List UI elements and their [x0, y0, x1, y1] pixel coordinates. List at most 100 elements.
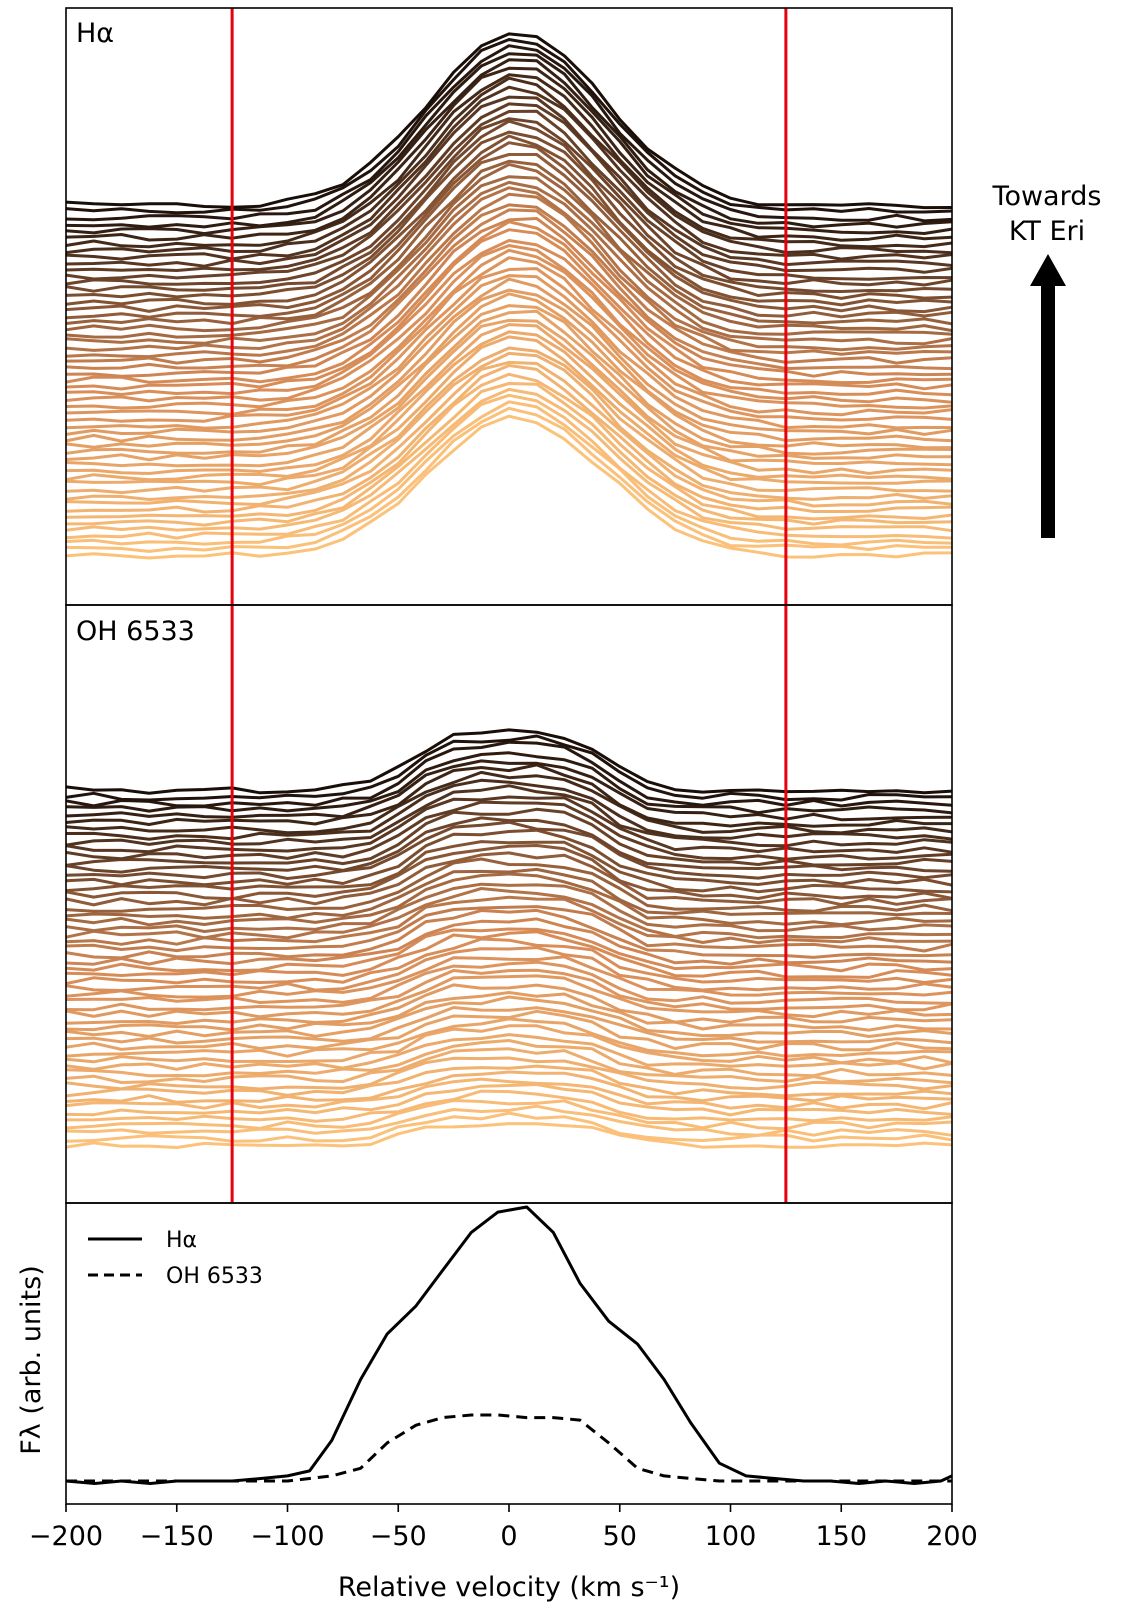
spectrum-line: [65, 991, 953, 1032]
spectrum-line: [65, 857, 953, 913]
spectrum-line: [65, 346, 953, 495]
direction-annotation: Towards KT Eri: [992, 181, 1102, 538]
spectrum-line: [65, 1047, 953, 1085]
spectrum-line: [65, 937, 953, 986]
spectrum-line: [65, 85, 953, 261]
spectrum-line: [65, 95, 953, 268]
spectrum-line: [65, 740, 953, 808]
spectrum-line: [65, 372, 953, 521]
spectrum-line: [65, 1122, 953, 1149]
oh-panel-label: OH 6533: [76, 616, 195, 647]
x-tick-label: 150: [815, 1521, 867, 1552]
spectrum-line: [65, 304, 953, 456]
spectrum-line: [65, 318, 953, 468]
oh-panel: OH 6533: [65, 604, 953, 1204]
legend-label-halpha: Hα: [166, 1228, 197, 1253]
spectrum-line: [65, 1077, 953, 1111]
spectrum-line: [65, 102, 953, 274]
spectrum-line: [65, 1083, 953, 1117]
spectrum-line: [65, 1104, 953, 1137]
spectrum-line: [65, 387, 953, 533]
spectrum-line: [65, 44, 953, 223]
spectrum-line: [65, 244, 953, 404]
spectrum-line: [65, 759, 953, 822]
arrow-head: [1030, 254, 1066, 286]
spectrum-line: [65, 917, 953, 966]
spectrum-line: [65, 778, 953, 841]
spectrum-line: [65, 134, 953, 307]
spectrum-line: [65, 930, 953, 979]
spectrum-line: [65, 228, 953, 391]
spectrum-line: [65, 807, 953, 867]
spectrum-line: [65, 239, 953, 397]
spectrum-line: [65, 393, 953, 540]
annotation-line-1: Towards: [992, 181, 1102, 212]
spectrum-line: [65, 1033, 953, 1071]
x-tick-label: −200: [29, 1521, 103, 1552]
halpha-panel: Hα: [65, 7, 953, 606]
profile-panel-frame: [65, 1202, 953, 1505]
spectrum-line: [65, 180, 953, 346]
spectrum-line: [65, 974, 953, 1019]
spectrum-line: [65, 816, 953, 874]
y-axis-label: Fλ (arb. units): [16, 1265, 47, 1455]
spectrum-line: [65, 828, 953, 887]
spectrum-line: [65, 360, 953, 508]
spectrum-line: [65, 887, 953, 940]
oh-spectra-series: [65, 728, 953, 1149]
spectrum-line: [65, 763, 952, 828]
spectrum-line: [65, 946, 953, 992]
spectrum-line: [65, 274, 953, 430]
spectrum-line: [65, 983, 953, 1025]
x-axis-ticks: −200 −150 −100 −50 0 50 100 150 200: [29, 1504, 978, 1552]
spectrum-line: [65, 734, 953, 802]
spectrum-line: [65, 840, 953, 894]
spectrum-line: [65, 277, 953, 436]
spectrum-line: [65, 1056, 953, 1091]
spectrum-line: [65, 288, 953, 443]
annotation-line-2: KT Eri: [1009, 216, 1085, 247]
spectrum-line: [65, 908, 953, 960]
spectrum-line: [65, 955, 953, 999]
spectrum-line: [65, 109, 953, 281]
spectrum-line: [65, 770, 953, 835]
spectrum-line: [65, 159, 953, 326]
spectrum-line: [65, 141, 953, 314]
spectrum-line: [65, 330, 953, 482]
spectrum-line: [65, 1064, 953, 1098]
x-tick-label: −100: [250, 1521, 324, 1552]
spectrum-line: [65, 335, 953, 487]
spectrum-line: [65, 217, 953, 378]
spectrum-line: [65, 927, 953, 973]
spectrum-line: [65, 117, 953, 287]
spectrum-line: [65, 851, 953, 907]
spectrum-line: [65, 1039, 953, 1078]
spectrum-line: [65, 267, 953, 423]
halpha-profile-line: [65, 1205, 953, 1485]
legend: Hα OH 6533: [88, 1228, 263, 1289]
spectrum-line: [65, 220, 953, 385]
spectrum-line: [65, 248, 953, 410]
velocity-limit-lines: [230, 8, 788, 605]
spectrum-line: [65, 309, 952, 462]
profile-series: [65, 1205, 953, 1485]
spectrum-line: [65, 382, 953, 527]
spectrum-line: [65, 76, 953, 255]
spectrum-line: [65, 995, 953, 1038]
spectrum-line: [65, 1024, 953, 1065]
spectrum-line: [65, 162, 953, 333]
x-tick-label: −150: [140, 1521, 214, 1552]
spectrum-line: [65, 66, 953, 242]
spectrum-line: [65, 895, 953, 946]
halpha-spectra-series: [65, 32, 953, 560]
velocity-limit-lines: [230, 605, 788, 1203]
spectrum-line: [65, 960, 953, 1005]
spectrum-line: [65, 208, 953, 371]
arrow-shaft: [1041, 284, 1055, 538]
x-tick-label: 0: [500, 1521, 517, 1552]
spectrum-line: [65, 153, 953, 320]
spectrum-line: [65, 364, 953, 514]
spectrum-line: [65, 1099, 953, 1131]
profile-panel: −200 −150 −100 −50 0 50 100 150 200 Hα OH 6533 F…: [16, 1202, 978, 1603]
spectrum-line: [65, 1006, 953, 1045]
